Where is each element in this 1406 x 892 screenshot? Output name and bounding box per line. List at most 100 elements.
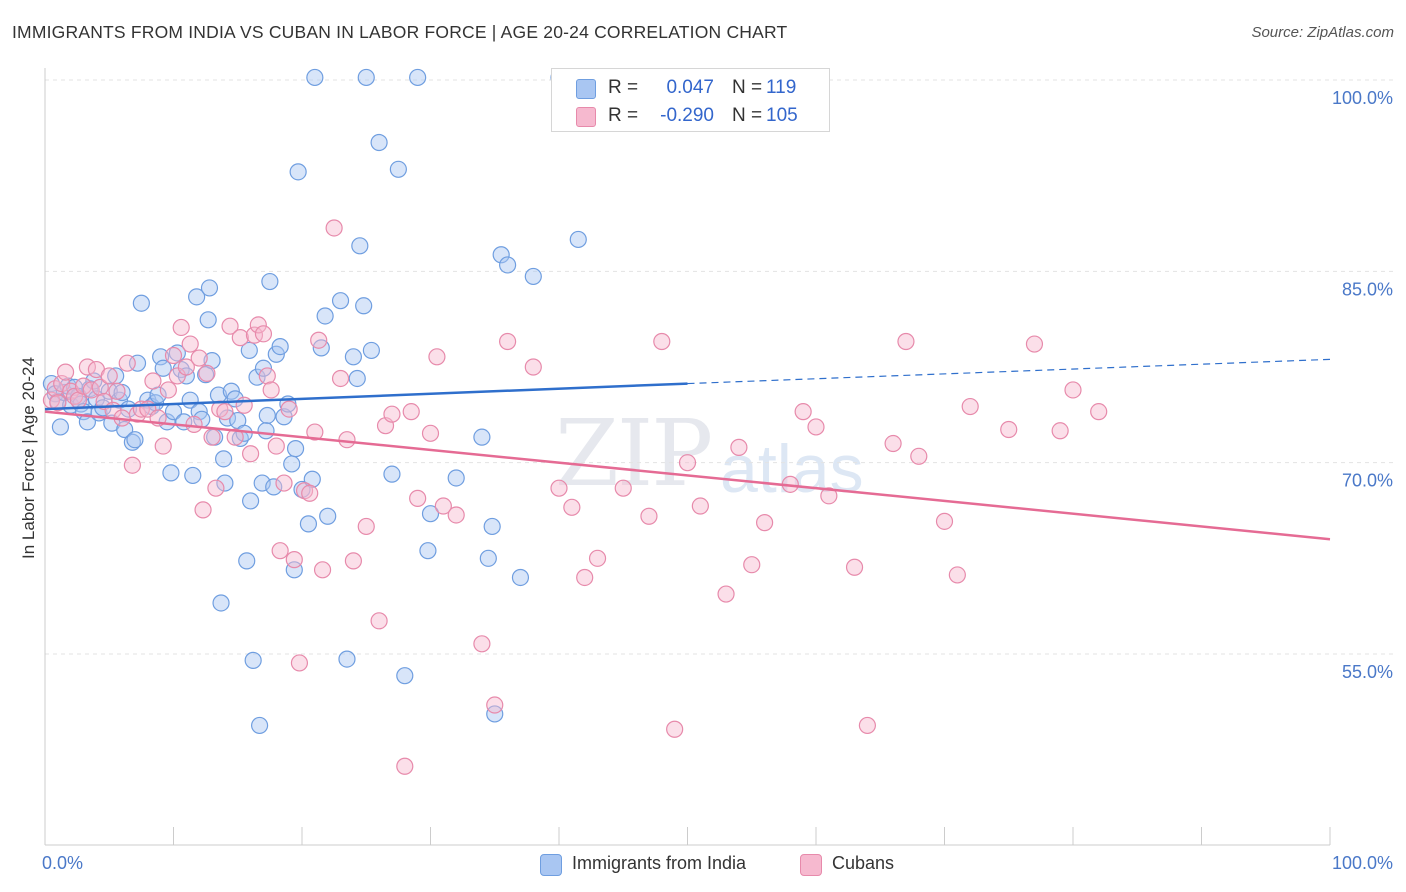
data-point [100,367,118,385]
data-point [285,561,303,579]
data-point [948,566,966,584]
data-point [569,230,587,249]
data-point [434,497,452,515]
data-point [118,354,136,372]
trend-lines [44,358,1331,541]
data-point [221,317,239,335]
data-point [524,267,542,286]
data-point [267,437,285,455]
data-point [126,431,144,449]
data-point [203,428,221,446]
data-point [245,326,264,344]
data-point [1090,403,1108,421]
data-point [244,651,262,669]
data-point [212,594,230,612]
data-point [306,68,324,87]
data-point [717,585,735,603]
data-point [207,479,225,497]
data-point [499,256,517,274]
data-point [313,561,332,579]
data-point [301,484,319,502]
trend-line-cubans [44,410,1331,541]
data-point [168,367,186,385]
data-point [383,465,401,483]
data-point [159,381,177,399]
data-point [238,552,256,570]
data-point [576,568,594,587]
data-point [289,163,307,181]
data-point [370,612,388,630]
axis-labels: 100.0% 85.0% 70.0% 55.0% 0.0% 100.0% In Labor … [19,88,1393,873]
data-point [550,479,568,497]
data-point [235,396,253,414]
data-point [91,378,109,397]
legend-n-label: N = [732,77,763,98]
data-point [242,492,260,510]
data-point [409,68,427,87]
data-point [409,489,427,507]
data-point [319,507,337,525]
data-point [588,549,607,567]
bottom-legend-swatch-india [540,854,562,876]
data-point [1051,422,1069,440]
data-point [563,498,581,516]
data-point [194,501,212,519]
data-point [730,438,748,456]
data-point [306,423,324,441]
data-point [370,133,388,152]
data-point [640,507,658,525]
data-point [290,654,309,672]
data-point [935,512,954,530]
data-point [261,272,279,291]
data-point [355,297,373,315]
bottom-legend-label-cubans: Cubans [832,853,895,873]
data-point [316,307,334,325]
chart-title: IMMIGRANTS FROM INDIA VS CUBAN IN LABOR … [12,22,788,42]
data-point [910,447,928,465]
data-point [188,288,206,306]
data-point [524,358,542,376]
y-tick-label: 70.0% [1342,471,1393,491]
data-point [78,413,97,431]
data-point [419,542,437,560]
data-point [807,418,825,436]
data-point [845,558,864,576]
data-point [258,367,276,385]
data-point [486,705,504,723]
data-point [185,415,203,433]
data-point [357,68,375,87]
data-point [162,464,180,482]
data-point [123,456,141,474]
data-point [389,160,407,178]
legend-r-value: 0.047 [666,77,714,98]
legend-row-india: R = 0.047 N = 119 [552,73,829,101]
data-point [271,542,289,560]
data-point [396,667,414,685]
data-point [357,517,375,536]
data-point [338,431,356,449]
data-point [486,696,504,714]
data-point [249,316,267,334]
bottom-legend-swatch-cubans [800,854,822,876]
data-point [499,332,517,351]
y-tick-label: 85.0% [1342,279,1393,299]
x-tick-label: 100.0% [1332,853,1393,873]
data-point [351,237,369,255]
data-point [51,418,70,436]
data-point [310,331,328,349]
data-point [383,405,401,423]
legend-row-cubans: R = -0.290 N = 105 [552,101,829,129]
series-cubans [42,219,1108,775]
y-axis-title: In Labor Force | Age 20-24 [19,357,38,559]
data-point [172,318,190,337]
y-tick-label: 55.0% [1342,662,1393,682]
data-point [271,337,289,356]
legend-n-value: 119 [766,77,797,98]
data-point [421,505,440,523]
trend-line-india-projection [687,358,1331,385]
data-point [258,406,276,425]
data-point [678,454,697,472]
data-point [794,403,812,421]
y-tick-label: 100.0% [1332,88,1393,108]
data-point [344,348,362,366]
